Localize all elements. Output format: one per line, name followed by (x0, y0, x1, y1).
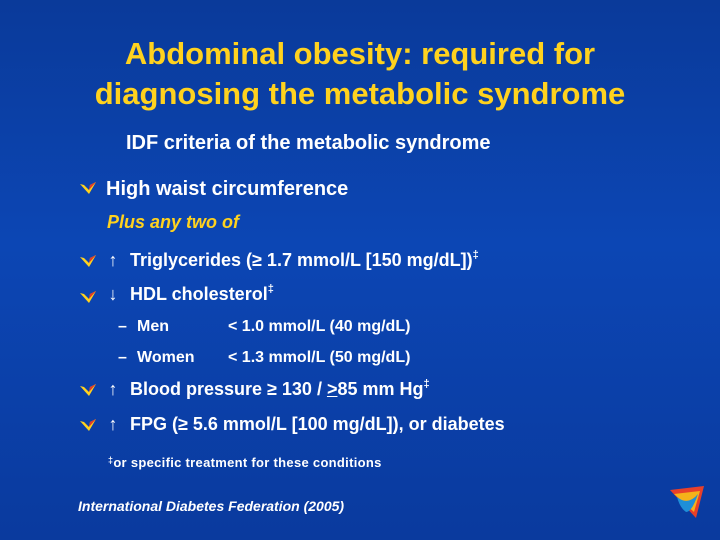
hdl-text: HDL cholesterol (130, 284, 268, 304)
check-bullet-icon (80, 255, 96, 267)
footnote-mark: ‡ (472, 249, 479, 261)
hdl-women-dash: – (118, 349, 127, 366)
fpg-text: FPG (≥ 5.6 mmol/L [100 mg/dL]), or diabe… (130, 414, 505, 434)
down-arrow-icon: ↓ (108, 284, 118, 304)
title-line-1: Abdominal obesity: required for (124, 36, 596, 71)
up-arrow-icon: ↑ (108, 414, 118, 434)
bp-text-pre: Blood pressure ≥ 130 / (130, 379, 327, 399)
reference: International Diabetes Federation (2005) (78, 498, 345, 514)
check-bullet-icon (80, 291, 96, 303)
criterion-triglycerides: ↑ Triglycerides (≥ 1.7 mmol/L [150 mg/dL]… (106, 250, 479, 271)
hdl-women-label: Women (137, 349, 195, 366)
footnote: ‡or specific treatment for these conditi… (108, 455, 382, 470)
hdl-women-value: < 1.3 mmol/L (50 mg/dL) (228, 349, 411, 366)
criterion-blood-pressure: ↑ Blood pressure ≥ 130 / >85 mm Hg‡ (106, 379, 430, 400)
hdl-men-value: < 1.0 mmol/L (40 mg/dL) (228, 318, 411, 335)
up-arrow-icon: ↑ (108, 250, 118, 270)
check-bullet-icon (80, 419, 96, 431)
title-line-2: diagnosing the metabolic syndrome (94, 76, 626, 111)
footnote-text: or specific treatment for these conditio… (113, 455, 382, 470)
check-bullet-icon (80, 384, 96, 396)
criterion-waist: High waist circumference (106, 178, 349, 200)
plus-any-two-label: Plus any two of (107, 212, 240, 232)
criterion-fpg: ↑ FPG (≥ 5.6 mmol/L [100 mg/dL]), or diab… (106, 414, 505, 435)
hdl-men-dash: – (118, 318, 127, 335)
check-bullet-icon (80, 182, 96, 194)
footnote-mark: ‡ (423, 378, 430, 390)
slide-title: Abdominal obesity: required for diagnosi… (0, 34, 720, 114)
footnote-mark: ‡ (267, 283, 274, 295)
criterion-hdl: ↓ HDL cholesterol‡ (106, 284, 274, 305)
up-arrow-icon: ↑ (108, 379, 118, 399)
triglycerides-text: Triglycerides (≥ 1.7 mmol/L [150 mg/dL]) (130, 250, 473, 270)
idf-logo-icon (670, 486, 704, 518)
bp-text-underlined: > (326, 379, 338, 399)
footnote-symbol: ‡ (108, 455, 114, 465)
slide-subtitle: IDF criteria of the metabolic syndrome (126, 132, 491, 154)
bp-text-post: 85 mm Hg (337, 379, 424, 399)
hdl-men-label: Men (137, 318, 169, 335)
